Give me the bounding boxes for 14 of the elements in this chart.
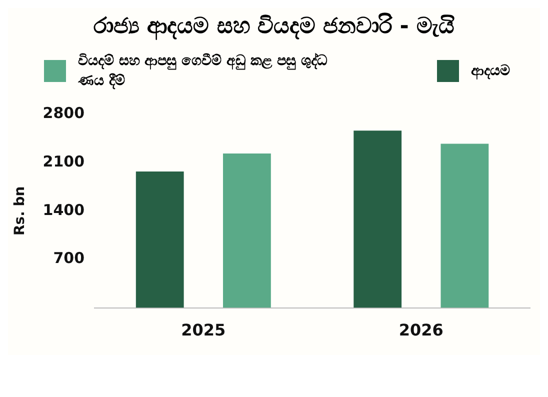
y-tick-label: 2800	[42, 104, 85, 122]
y-axis-title: Rs. bn	[12, 186, 28, 236]
y-tick-label: 1400	[42, 200, 85, 219]
chart-title: රාජ්‍ය ආදයම සහ වියදම ජනවාරි - මැයි	[92, 12, 456, 42]
bar	[136, 171, 184, 308]
bar	[223, 153, 271, 308]
x-tick-label: 2025	[181, 320, 226, 340]
legend-label: වියදම් සහ ආපසු ගෙවීම් අඩු කළ පසු ශුද්ධ ණය දීම්	[78, 52, 328, 91]
bar	[440, 144, 489, 308]
x-tick-label: 2026	[398, 320, 444, 340]
legend-label: ආදයම	[471, 62, 510, 81]
bar	[354, 130, 402, 308]
y-tick-label: 2100	[42, 152, 85, 170]
y-tick-label: 700	[53, 249, 85, 268]
